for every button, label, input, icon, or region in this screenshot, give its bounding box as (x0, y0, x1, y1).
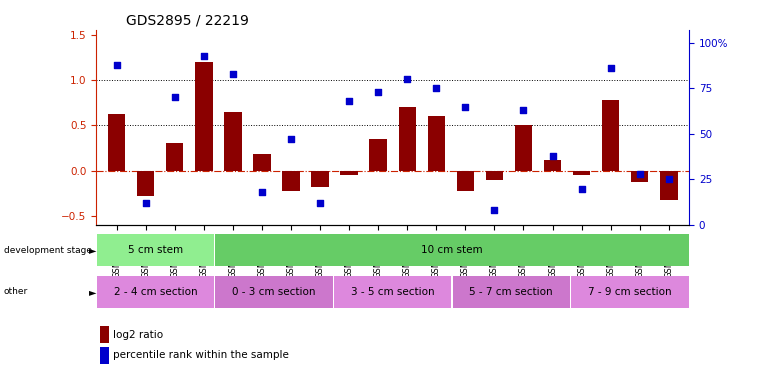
Bar (370, 139, 387, 171)
Bar (108, 114, 126, 171)
Bar (515, 125, 532, 171)
Bar (216, 234, 688, 266)
Point (517, 107, 530, 113)
Bar (340, 171, 358, 175)
Bar (602, 100, 619, 171)
Bar (283, 171, 300, 190)
Bar (453, 276, 570, 308)
Point (110, 62, 122, 68)
Point (401, 76, 413, 82)
Text: GDS2895 / 22219: GDS2895 / 22219 (126, 13, 249, 27)
Point (256, 189, 268, 195)
Bar (195, 62, 213, 171)
Text: percentile rank within the sample: percentile rank within the sample (113, 351, 289, 360)
Bar (573, 171, 591, 175)
Text: 5 - 7 cm section: 5 - 7 cm section (470, 286, 553, 297)
Point (459, 104, 471, 110)
Bar (660, 171, 678, 200)
Bar (311, 171, 329, 187)
Point (314, 200, 326, 206)
Bar (544, 160, 561, 171)
Point (604, 65, 617, 71)
Text: ►: ► (89, 287, 96, 297)
Point (226, 71, 239, 77)
Point (372, 89, 384, 95)
Text: 2 - 4 cm section: 2 - 4 cm section (114, 286, 197, 297)
Bar (427, 116, 445, 171)
Text: log2 ratio: log2 ratio (113, 330, 163, 340)
Point (575, 186, 588, 192)
Bar (571, 276, 688, 308)
Point (547, 153, 559, 159)
Point (285, 136, 297, 142)
Text: 0 - 3 cm section: 0 - 3 cm section (233, 286, 316, 297)
Point (198, 53, 210, 58)
Bar (97, 234, 214, 266)
Point (663, 177, 675, 183)
Bar (334, 276, 451, 308)
Bar (97, 276, 214, 308)
Bar (137, 171, 154, 196)
Text: 3 - 5 cm section: 3 - 5 cm section (351, 286, 434, 297)
Text: other: other (4, 287, 28, 296)
Point (169, 94, 181, 100)
Text: 10 cm stem: 10 cm stem (421, 245, 483, 255)
Point (634, 171, 646, 177)
Text: 5 cm stem: 5 cm stem (128, 245, 183, 255)
Bar (631, 171, 648, 182)
Bar (166, 143, 183, 171)
Text: 7 - 9 cm section: 7 - 9 cm section (588, 286, 671, 297)
Text: development stage: development stage (4, 246, 92, 255)
Bar (399, 107, 416, 171)
Bar (224, 112, 242, 171)
Point (139, 200, 152, 206)
Bar (457, 171, 474, 190)
Point (430, 86, 443, 92)
Point (343, 98, 355, 104)
Bar (216, 276, 333, 308)
Text: ►: ► (89, 245, 96, 255)
Bar (253, 154, 270, 171)
Bar (486, 171, 503, 180)
Point (488, 207, 500, 213)
